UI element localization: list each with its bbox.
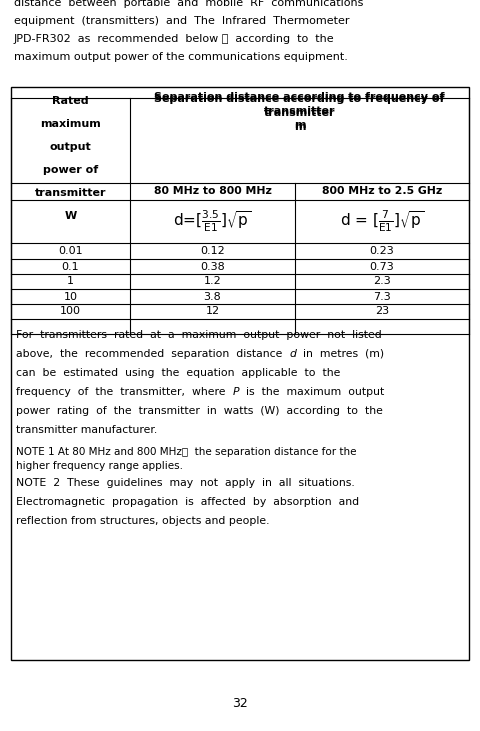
Text: NOTE 1 At 80 MHz and 800 MHz，  the separation distance for the: NOTE 1 At 80 MHz and 800 MHz， the separa… (16, 447, 357, 457)
Text: 80 MHz to 800 MHz: 80 MHz to 800 MHz (154, 186, 271, 195)
Text: P: P (232, 387, 239, 397)
Text: W: W (64, 211, 77, 221)
Bar (11, 87, 469, 660)
Text: 3.8: 3.8 (204, 292, 221, 301)
Text: NOTE  2  These  guidelines  may  not  apply  in  all  situations.: NOTE 2 These guidelines may not apply in… (16, 478, 355, 488)
Text: 2.3: 2.3 (373, 276, 391, 287)
Text: power  rating  of  the  transmitter  in  watts  (W)  according  to  the: power rating of the transmitter in watts… (16, 406, 383, 416)
Text: 1: 1 (67, 276, 74, 287)
Text: distance  between  portable  and  mobile  RF  communications: distance between portable and mobile RF … (14, 0, 363, 8)
Text: d = [$\mathregular{\frac{7}{E1}}$]$\mathregular{\sqrt{p}}$: d = [$\mathregular{\frac{7}{E1}}$]$\math… (340, 209, 424, 235)
Text: power of: power of (43, 165, 98, 175)
Text: Separation distance according to frequency of: Separation distance according to frequen… (154, 94, 445, 104)
Text: output: output (49, 142, 91, 152)
Text: 23: 23 (375, 306, 389, 317)
Text: JPD-FR302  as  recommended  below ，  according  to  the: JPD-FR302 as recommended below ， accordi… (14, 34, 335, 44)
Text: m: m (294, 120, 305, 130)
Text: maximum output power of the communications equipment.: maximum output power of the communicatio… (14, 52, 348, 62)
Text: transmitter: transmitter (35, 188, 106, 198)
Text: For  transmitters  rated  at  a  maximum  output  power  not  listed: For transmitters rated at a maximum outp… (16, 330, 382, 340)
Text: 0.01: 0.01 (58, 246, 83, 256)
Text: transmitter: transmitter (264, 106, 335, 116)
Text: 800 MHz to 2.5 GHz: 800 MHz to 2.5 GHz (322, 186, 442, 195)
Text: 7.3: 7.3 (373, 292, 391, 301)
Text: transmitter manufacturer.: transmitter manufacturer. (16, 425, 157, 435)
Text: 10: 10 (63, 292, 77, 301)
Text: Separation distance according to frequency of: Separation distance according to frequen… (154, 92, 445, 102)
Text: d: d (289, 349, 296, 359)
Text: 0.38: 0.38 (200, 262, 225, 271)
Text: 32: 32 (232, 697, 248, 710)
Text: 0.23: 0.23 (370, 246, 395, 256)
Text: 0.73: 0.73 (370, 262, 395, 271)
Text: is  the  maximum  output: is the maximum output (239, 387, 384, 397)
Text: maximum: maximum (40, 119, 101, 129)
Text: m: m (294, 122, 305, 132)
Text: d=[$\mathregular{\frac{3.5}{E1}}$]$\mathregular{\sqrt{p}}$: d=[$\mathregular{\frac{3.5}{E1}}$]$\math… (173, 209, 252, 235)
Text: frequency  of  the  transmitter,  where: frequency of the transmitter, where (16, 387, 232, 397)
Text: 0.1: 0.1 (62, 262, 79, 271)
Text: can  be  estimated  using  the  equation  applicable  to  the: can be estimated using the equation appl… (16, 368, 340, 378)
Text: 12: 12 (205, 306, 219, 317)
Text: in  metres  (m): in metres (m) (296, 349, 384, 359)
Text: 0.12: 0.12 (200, 246, 225, 256)
Text: equipment  (transmitters)  and  The  Infrared  Thermometer: equipment (transmitters) and The Infrare… (14, 16, 349, 26)
Text: above,  the  recommended  separation  distance: above, the recommended separation distan… (16, 349, 289, 359)
Text: transmitter: transmitter (264, 108, 335, 118)
Text: reflection from structures, objects and people.: reflection from structures, objects and … (16, 516, 269, 526)
Text: Electromagnetic  propagation  is  affected  by  absorption  and: Electromagnetic propagation is affected … (16, 497, 359, 507)
Text: higher frequency range applies.: higher frequency range applies. (16, 461, 183, 471)
Text: 1.2: 1.2 (204, 276, 221, 287)
Text: 100: 100 (60, 306, 81, 317)
Text: Rated: Rated (52, 96, 89, 106)
